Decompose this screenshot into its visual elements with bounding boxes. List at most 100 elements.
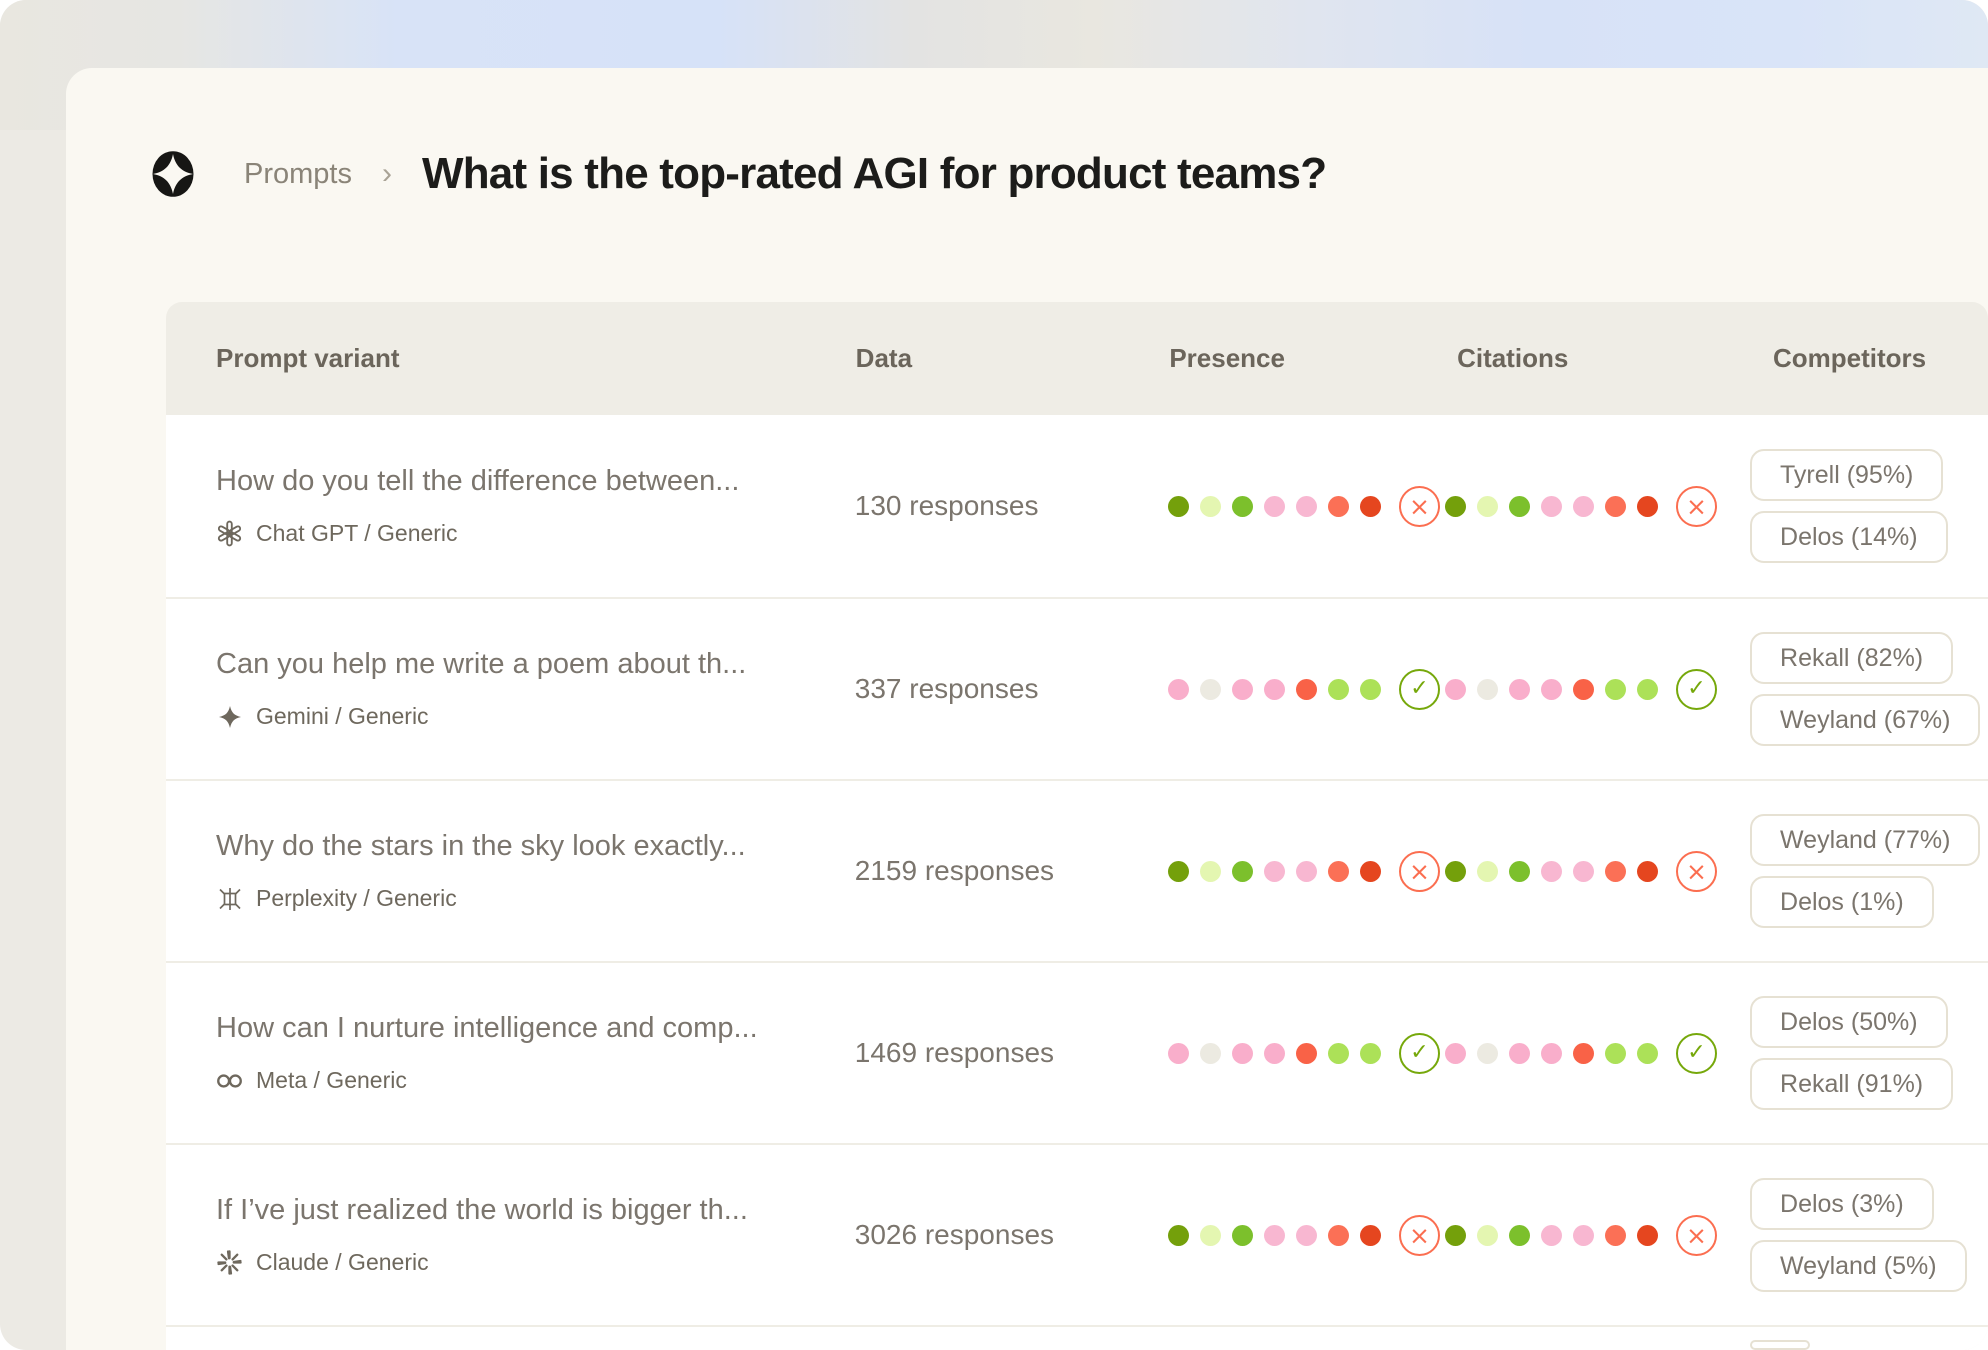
- rating-dot: [1476, 1042, 1498, 1064]
- status-icon: ✓: [1398, 1032, 1440, 1074]
- competitor-badge[interactable]: Delos (50%): [1750, 996, 1948, 1048]
- rating-dot: [1167, 1224, 1189, 1246]
- prompt-meta: Gemini / Generic: [216, 703, 855, 730]
- rating-dot: [1327, 1042, 1349, 1064]
- rating-dot: [1508, 1224, 1530, 1246]
- top-bar: Prompts › What is the top-rated AGI for …: [150, 144, 1327, 204]
- rating-dot: [1359, 1224, 1381, 1246]
- rating-dot: [1231, 860, 1253, 882]
- table-body: How do you tell the difference between..…: [166, 415, 1988, 1350]
- rating-dot: [1167, 678, 1189, 700]
- competitor-badge[interactable]: Tyrell (95%): [1750, 449, 1944, 501]
- header-data: Data: [855, 343, 913, 373]
- rating-dot: [1444, 860, 1466, 882]
- status-icon: ×: [1398, 485, 1440, 527]
- rating-dot: [1604, 1042, 1626, 1064]
- provider-label: Gemini / Generic: [256, 703, 429, 729]
- rating-dot: [1359, 1042, 1381, 1064]
- openai-icon: [216, 520, 243, 547]
- rating-dot: [1327, 678, 1349, 700]
- citations-cell: ×: [1440, 485, 1748, 527]
- prompt-title: How do you tell the difference between..…: [216, 465, 740, 497]
- rating-dot: [1540, 1042, 1562, 1064]
- rating-dot: [1295, 1042, 1317, 1064]
- breadcrumb-prompts-link[interactable]: Prompts: [244, 157, 352, 190]
- rating-dot: [1167, 495, 1189, 517]
- prompt-meta: Meta / Generic: [216, 1067, 855, 1094]
- rating-dot: [1444, 1042, 1466, 1064]
- citations-cell: ✓: [1440, 668, 1748, 710]
- rating-dot: [1604, 678, 1626, 700]
- table-row-partial: [166, 1325, 1988, 1350]
- rating-dot: [1327, 495, 1349, 517]
- competitor-badge[interactable]: Delos (1%): [1750, 876, 1934, 928]
- rating-dot: [1540, 860, 1562, 882]
- rating-dot: [1572, 495, 1594, 517]
- rating-dot: [1263, 495, 1285, 517]
- rating-dot: [1508, 678, 1530, 700]
- status-icon: ✓: [1398, 668, 1440, 710]
- rating-dot: [1572, 678, 1594, 700]
- prompt-title: If I’ve just realized the world is bigge…: [216, 1194, 748, 1226]
- rating-dot: [1295, 678, 1317, 700]
- status-icon: ×: [1398, 1214, 1440, 1256]
- prompt-cell: Can you help me write a poem about th...…: [216, 648, 855, 730]
- rating-dot: [1167, 860, 1189, 882]
- rating-dot: [1359, 860, 1381, 882]
- claude-icon: [216, 1249, 243, 1276]
- presence-dots: [1167, 1224, 1381, 1246]
- presence-dots: [1167, 1042, 1381, 1064]
- rating-dot: [1604, 1224, 1626, 1246]
- status-icon: ×: [1398, 850, 1440, 892]
- rating-dot: [1540, 678, 1562, 700]
- header-citations: Citations: [1457, 343, 1569, 373]
- provider-label: Chat GPT / Generic: [256, 520, 458, 546]
- rating-dot: [1295, 495, 1317, 517]
- perplexity-icon: [216, 885, 243, 912]
- responses-count: 130 responses: [854, 490, 1039, 521]
- table-row[interactable]: How do you tell the difference between..…: [166, 415, 1988, 597]
- competitor-badge[interactable]: Delos (14%): [1750, 511, 1948, 563]
- rating-dot: [1636, 1042, 1658, 1064]
- competitors-cell: Rekall (82%) Weyland (67%): [1748, 632, 1988, 746]
- rating-dot: [1476, 495, 1498, 517]
- prompt-title: Why do the stars in the sky look exactly…: [216, 830, 746, 862]
- prompt-meta: Chat GPT / Generic: [216, 520, 855, 547]
- app-logo-icon[interactable]: [150, 151, 196, 197]
- status-icon: ✓: [1675, 1032, 1717, 1074]
- competitor-badge[interactable]: Rekall (82%): [1750, 632, 1954, 684]
- rating-dot: [1231, 1224, 1253, 1246]
- competitor-badge: [1750, 1340, 1810, 1350]
- rating-dot: [1508, 495, 1530, 517]
- rating-dot: [1636, 495, 1658, 517]
- responses-count: 337 responses: [854, 673, 1039, 704]
- chevron-right-icon: ›: [381, 157, 392, 190]
- responses-count: 3026 responses: [854, 1219, 1055, 1250]
- table-row[interactable]: Why do the stars in the sky look exactly…: [166, 779, 1988, 961]
- rating-dot: [1231, 1042, 1253, 1064]
- rating-dot: [1444, 678, 1466, 700]
- table-row[interactable]: If I’ve just realized the world is bigge…: [166, 1143, 1988, 1325]
- competitor-badge[interactable]: Rekall (91%): [1750, 1058, 1954, 1110]
- competitor-badge[interactable]: Weyland (67%): [1750, 694, 1981, 746]
- prompts-table: Prompt variant Data Presence Citations C…: [166, 302, 1988, 1350]
- citations-cell: ×: [1440, 1214, 1748, 1256]
- competitor-badge[interactable]: Weyland (5%): [1750, 1240, 1967, 1292]
- provider-label: Meta / Generic: [256, 1067, 407, 1093]
- competitor-badge[interactable]: Weyland (77%): [1750, 814, 1981, 866]
- rating-dot: [1508, 1042, 1530, 1064]
- citations-dots: [1444, 678, 1658, 700]
- rating-dot: [1199, 495, 1221, 517]
- rating-dot: [1167, 1042, 1189, 1064]
- rating-dot: [1231, 678, 1253, 700]
- citations-cell: ✓: [1440, 1032, 1748, 1074]
- status-icon: ×: [1675, 485, 1717, 527]
- rating-dot: [1476, 860, 1498, 882]
- meta-icon: [216, 1067, 243, 1094]
- table-row[interactable]: Can you help me write a poem about th...…: [166, 597, 1988, 779]
- competitor-badge[interactable]: Delos (3%): [1750, 1178, 1934, 1230]
- citations-cell: ×: [1440, 850, 1748, 892]
- table-row[interactable]: How can I nurture intelligence and comp.…: [166, 961, 1988, 1143]
- rating-dot: [1199, 1224, 1221, 1246]
- prompt-title: Can you help me write a poem about th...: [216, 648, 747, 680]
